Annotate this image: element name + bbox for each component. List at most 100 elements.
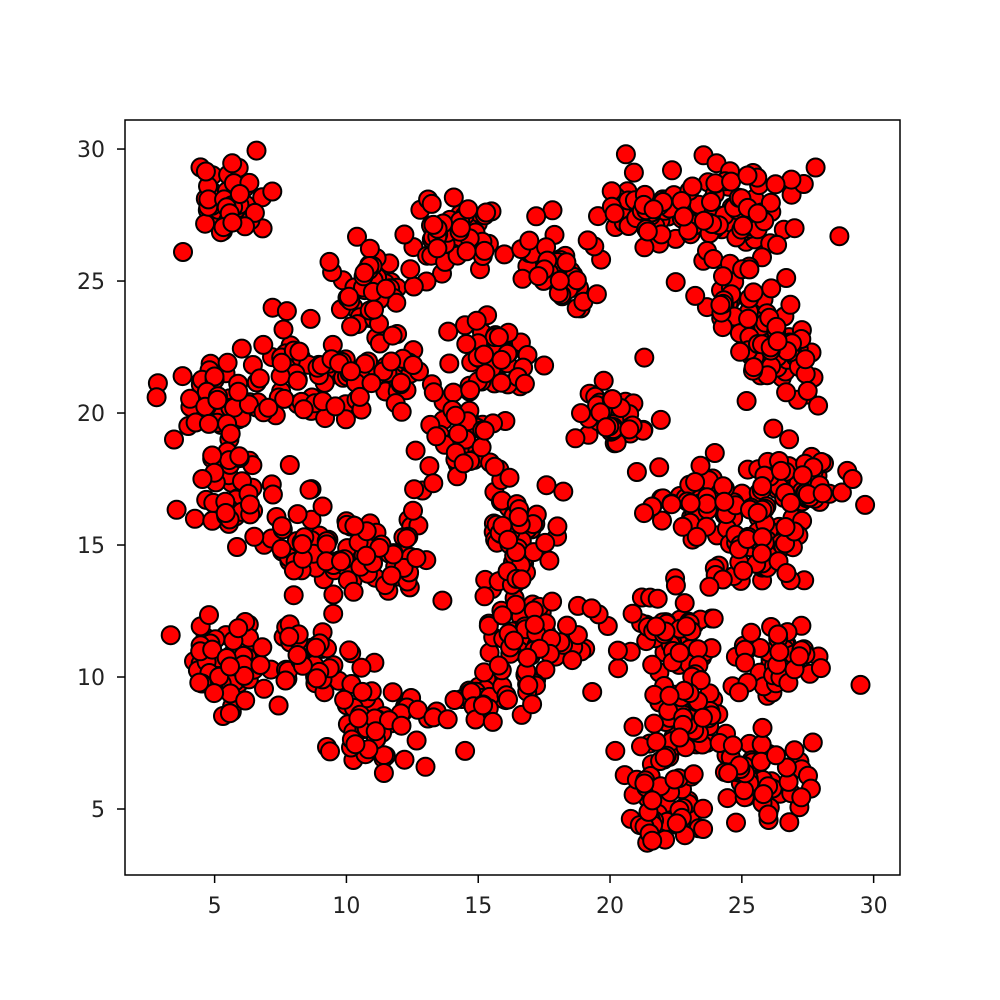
scatter-point — [808, 395, 829, 416]
scatter-point — [586, 284, 607, 305]
scatter-point — [456, 241, 477, 262]
scatter-point — [669, 642, 690, 663]
scatter-point — [229, 446, 250, 467]
y-tick-label: 5 — [91, 798, 105, 823]
scatter-point — [536, 475, 557, 496]
scatter-point — [331, 551, 351, 572]
scatter-point — [252, 637, 273, 658]
scatter-point — [566, 270, 587, 291]
scatter-point — [323, 603, 344, 624]
scatter-point — [381, 565, 402, 586]
scatter-point — [361, 373, 382, 394]
scatter-point — [775, 517, 796, 537]
scatter-point — [542, 200, 563, 221]
scatter-point — [458, 199, 479, 220]
scatter-point — [400, 259, 421, 280]
scatter-point — [696, 493, 717, 514]
scatter-point — [498, 689, 518, 710]
scatter-point — [752, 476, 773, 497]
x-tick-label: 5 — [208, 894, 222, 919]
scatter-point — [276, 301, 297, 322]
scatter-point — [438, 321, 459, 342]
scatter-point — [316, 534, 337, 555]
scatter-point — [287, 645, 308, 665]
scatter-point — [494, 244, 515, 265]
scatter-point — [686, 526, 707, 547]
scatter-point — [682, 176, 703, 197]
scatter-point — [364, 299, 384, 320]
scatter-point — [726, 812, 746, 833]
scatter-point — [227, 537, 247, 557]
scatter-point — [768, 624, 788, 645]
scatter-point — [752, 717, 773, 738]
scatter-point — [780, 492, 801, 513]
scatter-point — [195, 161, 216, 182]
scatter-point — [604, 203, 625, 224]
scatter-point — [240, 494, 260, 515]
scatter-point — [271, 352, 292, 373]
scatter-point — [637, 221, 658, 242]
scatter-point — [258, 397, 279, 418]
x-axis: 5 10 15 20 25 30 — [208, 875, 888, 919]
scatter-point — [376, 278, 396, 299]
scatter-point — [659, 685, 680, 706]
scatter-point — [341, 361, 361, 382]
scatter-point — [262, 181, 283, 202]
scatter-point — [776, 268, 797, 288]
scatter-point — [703, 608, 724, 629]
scatter-point — [771, 460, 791, 481]
scatter-point — [776, 757, 797, 778]
scatter-point — [312, 496, 333, 517]
scatter-point — [565, 428, 586, 449]
scatter-point — [246, 140, 267, 161]
scatter-point — [474, 420, 495, 441]
scatter-point — [235, 690, 256, 711]
scatter-point — [262, 484, 283, 505]
scatter-point — [273, 319, 294, 340]
scatter-point — [448, 423, 469, 444]
scatter-point — [456, 334, 477, 354]
scatter-point — [831, 482, 852, 503]
scatter-point — [733, 215, 753, 236]
scatter-point — [254, 678, 274, 699]
y-tick-label: 25 — [77, 270, 105, 295]
scatter-point — [199, 605, 219, 626]
scatter-point — [396, 528, 417, 549]
scatter-point — [164, 429, 184, 450]
scatter-point — [683, 764, 704, 785]
x-tick-label: 15 — [464, 894, 492, 919]
scatter-point — [522, 694, 543, 715]
scatter-point — [345, 734, 366, 755]
scatter-point — [334, 689, 355, 710]
scatter-point — [795, 349, 816, 370]
scatter-point — [650, 409, 671, 430]
scatter-point — [518, 675, 539, 696]
scatter-point — [784, 740, 805, 761]
scatter-point — [690, 670, 711, 691]
scatter-point — [268, 695, 289, 716]
scatter-point — [626, 462, 647, 482]
scatter-point — [669, 727, 690, 748]
scatter-point — [341, 316, 362, 337]
scatter-point — [665, 272, 686, 293]
scatter-point — [779, 812, 800, 833]
scatter-point — [437, 709, 458, 730]
scatter-point — [344, 515, 365, 536]
scatter-point — [347, 226, 367, 247]
scatter-point — [222, 153, 243, 174]
x-tick-label: 10 — [332, 894, 360, 919]
scatter-point — [244, 202, 265, 223]
scatter-point — [471, 437, 492, 458]
scatter-point — [228, 618, 249, 639]
scatter-point — [403, 355, 424, 375]
scatter-point — [760, 192, 781, 213]
scatter-point — [354, 262, 375, 283]
scatter-point — [643, 199, 664, 220]
x-tick-label: 20 — [596, 894, 624, 919]
scatter-point — [220, 656, 240, 677]
scatter-point — [673, 206, 694, 227]
scatter-point — [608, 658, 629, 679]
scatter-point — [415, 756, 436, 777]
scatter-point — [426, 426, 447, 447]
scatter-point — [293, 399, 314, 420]
